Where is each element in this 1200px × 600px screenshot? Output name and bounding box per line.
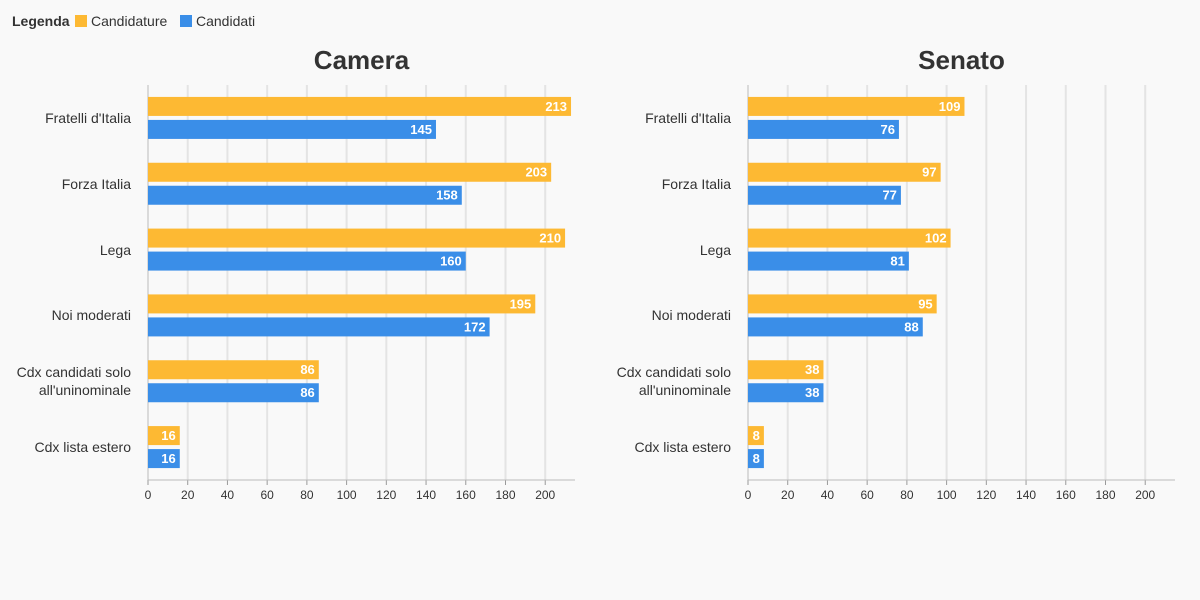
value-label: 8: [753, 428, 760, 443]
legend-label: Candidature: [91, 13, 168, 29]
x-tick-label: 140: [416, 488, 436, 502]
value-label: 172: [464, 319, 486, 334]
bar: [748, 449, 764, 469]
bar: [148, 185, 462, 205]
value-label: 213: [545, 99, 567, 114]
bar: [748, 426, 764, 446]
y-tick-label: Fratelli d'Italia: [645, 109, 731, 126]
y-tick-label: Cdx candidati solo all'uninominale: [16, 364, 131, 399]
value-label: 81: [890, 254, 904, 269]
x-tick-label: 100: [937, 488, 957, 502]
y-tick-label: Cdx lista estero: [634, 439, 731, 456]
x-tick-label: 120: [376, 488, 396, 502]
legend-label: Candidati: [196, 13, 256, 29]
bar: [148, 426, 180, 446]
bar: [148, 119, 436, 139]
y-tick-label: Noi moderati: [651, 307, 731, 324]
bar: [748, 294, 937, 314]
bar: [748, 360, 824, 380]
x-tick-label: 60: [260, 488, 274, 502]
legend-title: Legenda: [12, 13, 70, 29]
x-tick-label: 80: [300, 488, 314, 502]
bar: [748, 185, 901, 205]
y-tick-label: Lega: [99, 241, 131, 258]
legend-item: Candidature: [75, 13, 167, 29]
x-tick-label: 180: [495, 488, 515, 502]
bar: [748, 119, 899, 139]
x-tick-label: 60: [860, 488, 874, 502]
value-label: 158: [436, 188, 458, 203]
value-label: 203: [525, 165, 547, 180]
bar: [148, 449, 180, 469]
value-label: 86: [300, 362, 314, 377]
y-tick-label: Cdx candidati solo all'uninominale: [616, 364, 731, 399]
value-label: 160: [440, 254, 462, 269]
x-tick-label: 20: [781, 488, 795, 502]
legend-swatch: [75, 15, 87, 27]
bar: [748, 228, 951, 248]
y-tick-label: Forza Italia: [61, 175, 131, 192]
x-tick-label: 200: [1135, 488, 1155, 502]
y-tick-label: Forza Italia: [661, 175, 731, 192]
value-label: 210: [539, 231, 561, 246]
value-label: 8: [753, 451, 760, 466]
bar: [148, 360, 319, 380]
bar: [748, 162, 941, 182]
x-tick-label: 140: [1016, 488, 1036, 502]
value-label: 97: [922, 165, 936, 180]
legend-swatch: [180, 15, 192, 27]
x-tick-label: 180: [1095, 488, 1115, 502]
bar: [148, 96, 572, 116]
x-tick-label: 160: [456, 488, 476, 502]
x-tick-label: 20: [181, 488, 195, 502]
x-tick-label: 0: [745, 488, 752, 502]
x-tick-label: 40: [821, 488, 835, 502]
value-label: 16: [161, 428, 175, 443]
bar: [748, 317, 923, 337]
value-label: 16: [161, 451, 175, 466]
value-label: 38: [805, 362, 819, 377]
x-tick-label: 120: [976, 488, 996, 502]
y-tick-label: Noi moderati: [51, 307, 131, 324]
x-tick-label: 80: [900, 488, 914, 502]
chart-title: Camera: [314, 45, 410, 75]
bar: [148, 383, 319, 403]
value-label: 102: [925, 231, 947, 246]
x-tick-label: 40: [221, 488, 235, 502]
bar: [148, 317, 490, 337]
bar: [748, 383, 824, 403]
value-label: 77: [882, 188, 896, 203]
value-label: 109: [939, 99, 961, 114]
bar: [148, 251, 466, 271]
y-tick-label: Fratelli d'Italia: [45, 109, 131, 126]
value-label: 195: [510, 296, 532, 311]
value-label: 95: [918, 296, 932, 311]
bar: [148, 294, 536, 314]
value-label: 38: [805, 385, 819, 400]
legend-item: Candidati: [180, 13, 255, 29]
value-label: 76: [880, 122, 894, 137]
value-label: 86: [300, 385, 314, 400]
x-tick-label: 200: [535, 488, 555, 502]
x-tick-label: 100: [337, 488, 357, 502]
bar: [748, 96, 965, 116]
bar: [748, 251, 909, 271]
bar: [148, 162, 552, 182]
x-tick-label: 0: [145, 488, 152, 502]
y-tick-label: Cdx lista estero: [34, 439, 131, 456]
bar: [148, 228, 566, 248]
chart-title: Senato: [918, 45, 1005, 75]
value-label: 88: [904, 319, 918, 334]
value-label: 145: [410, 122, 432, 137]
x-tick-label: 160: [1056, 488, 1076, 502]
y-tick-label: Lega: [699, 241, 731, 258]
